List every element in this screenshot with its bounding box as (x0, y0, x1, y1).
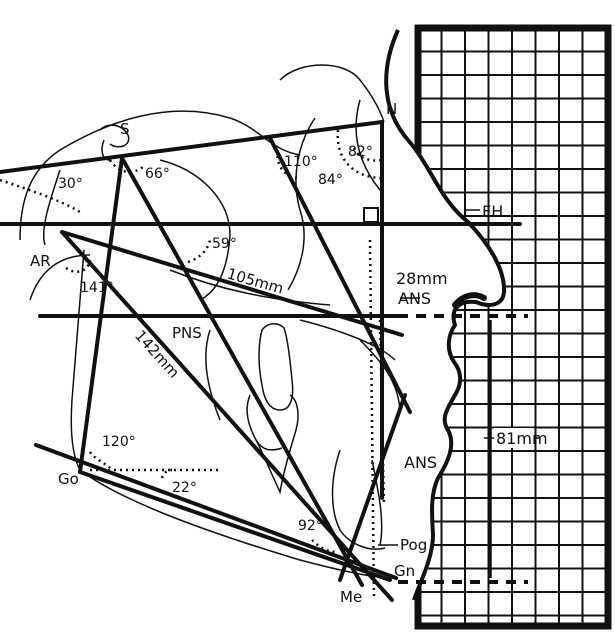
angle-label-141: 141° (80, 280, 114, 296)
label-me: Me (340, 588, 362, 606)
label-pog: Pog (400, 536, 427, 554)
angle-84-arc (336, 129, 383, 180)
angle-label-84: 84° (318, 172, 343, 188)
y-axis-line (120, 156, 364, 587)
right-angle-marker (363, 207, 379, 223)
label-s: S (120, 120, 130, 138)
label-go: Go (58, 470, 79, 488)
construction-lines (0, 120, 522, 602)
label-ans-lower: ANS (404, 453, 437, 472)
label-pns: PNS (172, 324, 202, 342)
angle-label-82: 82° (348, 144, 373, 160)
teeth-outlines (246, 323, 299, 495)
angle-label-30: 30° (58, 176, 83, 192)
label-ar: AR (30, 252, 51, 270)
label-n: N (386, 100, 397, 118)
dotted-vertical-line (368, 239, 376, 601)
distance-81-label-bg (494, 428, 534, 448)
angle-30-arc (0, 178, 81, 214)
angle-label-92: 92° (298, 518, 323, 534)
ar-to-gn-line (60, 230, 394, 602)
angle-label-110: 110° (284, 154, 318, 170)
dotted-reference-lines (0, 129, 386, 601)
sn-line (0, 120, 384, 174)
mandibular-plane-line (34, 443, 398, 580)
angle-110-arc (276, 149, 301, 180)
angle-59-arc (187, 239, 212, 264)
measurement-grid (414, 24, 612, 630)
soft-tissue-outline (384, 29, 507, 601)
label-gn: Gn (394, 562, 415, 580)
distance-label-28: 28mm (396, 269, 448, 288)
angle-label-59: 59° (212, 236, 237, 252)
skeletal-tracings (19, 64, 401, 579)
angle-22-arc (160, 468, 173, 479)
angle-label-66: 66° (145, 166, 170, 182)
label-ans-upper: ANS (398, 289, 431, 308)
ar-to-ans-line (60, 230, 404, 337)
dotted-vertical-line-2 (378, 319, 386, 506)
upper-lip-curl (452, 292, 487, 308)
gonion-to-gnathion-line (78, 470, 392, 582)
angle-label-120: 120° (102, 434, 136, 450)
label-ticks (378, 209, 480, 546)
angle-66-arc (108, 159, 146, 174)
projection-dashes (398, 314, 528, 584)
distance-label-81: 81mm (496, 429, 548, 448)
posterior-face-line (78, 156, 124, 474)
angle-120-arc (88, 451, 113, 471)
n-to-b-line (268, 136, 412, 414)
angle-label-22: 22° (172, 480, 197, 496)
label-fh: FH (482, 202, 503, 221)
